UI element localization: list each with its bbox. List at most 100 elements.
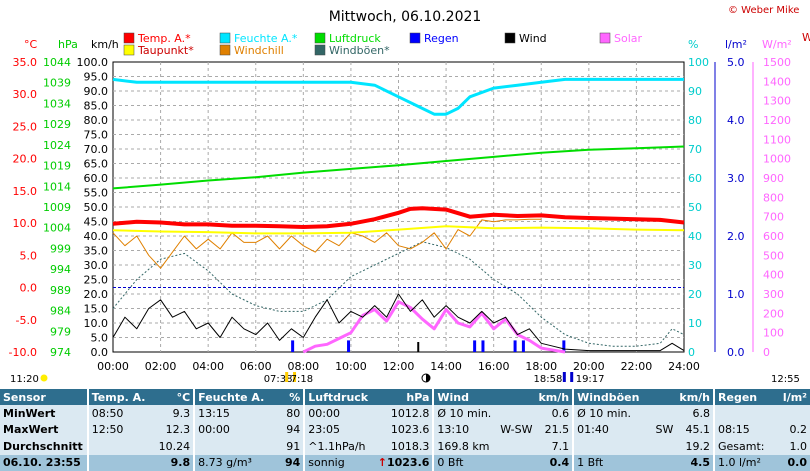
humidity-axis-tick: 70	[688, 143, 702, 156]
stats-header-temp-unit: °C	[148, 389, 195, 406]
series-line	[112, 225, 685, 235]
series-line	[302, 300, 566, 354]
wind-axis-tick: 50.0	[84, 201, 109, 214]
current-gust: 4.5	[676, 454, 715, 471]
rain-bar	[521, 340, 525, 352]
current-pres-value: 1023.6	[386, 456, 430, 470]
grid	[113, 62, 684, 352]
stats-cell: Ø 10 min.	[432, 405, 495, 422]
legend-swatch	[599, 32, 611, 44]
wind-axis-tick: 80.0	[84, 114, 109, 127]
humidity-axis-tick: 60	[688, 172, 702, 185]
legend-swatch	[123, 44, 135, 56]
legend-swatch	[409, 32, 421, 44]
wind-axis-tick: 45.0	[84, 216, 109, 229]
humidity-axis-tick: 90	[688, 85, 702, 98]
rain-bar	[562, 340, 566, 352]
legend-label: Solar	[614, 32, 643, 45]
solar-axis-tick: 400	[763, 269, 784, 282]
rain-axis-tick: 0.0	[727, 346, 745, 359]
right-cutoff-label: W	[802, 31, 810, 44]
x-tick-label: 14:00	[430, 360, 462, 373]
moon-set-label: 12:55	[771, 374, 800, 385]
axes: 35.030.025.020.015.010.05.00.0-5.0-10.01…	[9, 38, 792, 359]
stats-header-hum: Feuchte A.	[193, 389, 268, 406]
wind-axis-tick: 0.0	[91, 346, 109, 359]
stats-cell: 1018.3	[371, 438, 434, 455]
legend-swatch	[314, 32, 326, 44]
wind-axis-tick: 40.0	[84, 230, 109, 243]
stats-cell: 0.2	[770, 421, 810, 439]
solar-axis-tick: 200	[763, 307, 784, 320]
current-pres: ↑1023.6	[371, 454, 434, 471]
legend-label: Regen	[424, 32, 459, 45]
stats-cell: 00:00	[193, 421, 268, 439]
wind-axis-tick: 25.0	[84, 274, 109, 287]
stats-cell: 7.1	[535, 438, 574, 455]
legend-label: Windchill	[234, 44, 284, 57]
series-line	[112, 293, 685, 352]
stats-cell: 1.0	[770, 438, 810, 455]
stats-header-row: Sensor Temp. A. °C Feuchte A. % Luftdruc…	[0, 389, 810, 406]
x-tick-label: 02:00	[145, 360, 177, 373]
series-line	[112, 206, 685, 229]
current-pres-note: sonnig	[303, 454, 372, 471]
sun-event-marker	[293, 372, 297, 382]
humidity-axis-tick: 80	[688, 114, 702, 127]
stats-cell: 80	[267, 405, 305, 422]
temp-axis-tick: 15.0	[13, 185, 38, 198]
solar-axis-tick: 900	[763, 172, 784, 185]
pressure-axis-tick: 1039	[43, 77, 71, 90]
rain-axis-tick: 5.0	[727, 56, 745, 69]
solar-axis-tick: 300	[763, 288, 784, 301]
stats-cell: 45.1	[676, 421, 715, 439]
stats-cell: 0.6	[535, 405, 574, 422]
stats-cell	[494, 438, 536, 455]
pressure-axis-tick: 1009	[43, 201, 71, 214]
stats-header-rain-unit: l/m²	[770, 389, 810, 406]
rain-bar	[347, 340, 351, 352]
stats-cell: 6.8	[676, 405, 715, 422]
stats-cell: 01:40	[572, 421, 643, 439]
sun-moon-markers: 07:387:18 18:58 19:17 11:20 12:55	[10, 372, 800, 385]
solar-axis-tick: 1200	[763, 114, 791, 127]
solar-axis-tick: 1000	[763, 153, 791, 166]
solar-axis-label: W/m²	[762, 38, 792, 51]
stats-cell: 10.24	[148, 438, 195, 455]
stats-cell: 19.2	[676, 438, 715, 455]
rain-bar	[473, 340, 477, 352]
temp-axis-tick: 20.0	[13, 153, 38, 166]
sun-event-marker	[285, 372, 289, 382]
humidity-axis-tick: 30	[688, 259, 702, 272]
stats-cell: Ø 10 min.	[572, 405, 643, 422]
stats-row-min: MinWert 08:50 9.3 13:15 80 00:00 1012.8 …	[0, 405, 810, 422]
x-tick-label: 04:00	[192, 360, 224, 373]
x-tick-label: 18:00	[525, 360, 557, 373]
x-axis: 00:00 02:00 04:00 06:00 08:00 10:00 12:00 14:00…	[97, 360, 700, 373]
stats-cell: 94	[267, 421, 305, 439]
pressure-trend-arrow-icon: ↑	[377, 456, 387, 470]
stats-cell	[642, 405, 677, 422]
x-tick-label: 24:00	[668, 360, 700, 373]
solar-axis-tick: 600	[763, 230, 784, 243]
stats-header-gust: Windböen	[572, 389, 643, 406]
stats-header-hum-unit: %	[267, 389, 305, 406]
humidity-axis-tick: 40	[688, 230, 702, 243]
wind-axis-tick: 15.0	[84, 303, 109, 316]
wind-axis-tick: 75.0	[84, 129, 109, 142]
stats-row-label: MaxWert	[0, 421, 88, 439]
stats-cell: 1012.8	[371, 405, 434, 422]
solar-axis-tick: 100	[763, 327, 784, 340]
pressure-axis-tick: 1024	[43, 139, 71, 152]
pressure-axis-label: hPa	[58, 38, 78, 51]
humidity-axis-label: %	[688, 38, 698, 51]
copyright-label: © Weber Mike	[728, 5, 799, 16]
stats-cell: 08:15	[713, 421, 771, 439]
stats-cell: 12:50	[86, 421, 149, 439]
current-hum: 94	[267, 454, 305, 471]
series-line	[112, 241, 685, 347]
stats-row-max: MaxWert 12:50 12.3 00:00 94 23:05 1023.6…	[0, 421, 810, 439]
temp-axis-tick: 25.0	[13, 120, 38, 133]
stats-cell	[713, 405, 771, 422]
